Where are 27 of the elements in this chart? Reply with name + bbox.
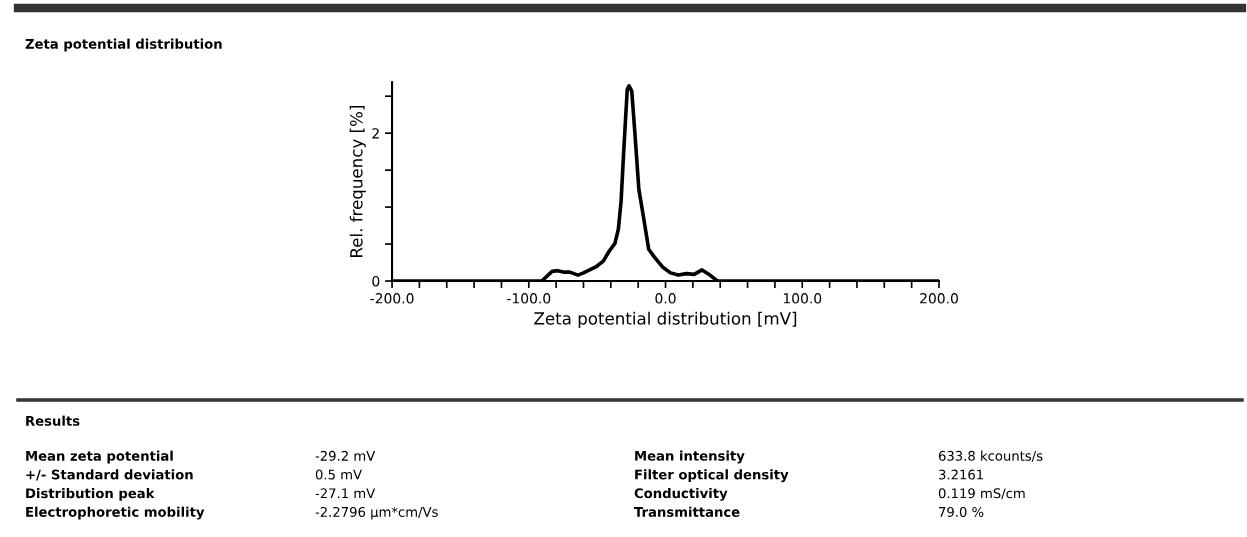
text: Mean zeta potential xyxy=(26,450,173,464)
text: -2.2796 µm*cm/Vs xyxy=(315,506,438,520)
text: 3.2161 xyxy=(939,469,983,480)
text: Filter optical density xyxy=(635,469,789,483)
text: Mean intensity xyxy=(635,450,745,464)
text: +/- Standard deviation xyxy=(26,469,193,481)
text: Results xyxy=(26,415,80,426)
text: Electrophoretic mobility xyxy=(26,506,205,520)
x-axis-title: Zeta potential distribution [mV] xyxy=(534,311,797,328)
x-tick-label: -200.0 xyxy=(370,293,414,304)
text: 79.0 % xyxy=(939,506,984,517)
text: 0.119 mS/cm xyxy=(938,488,1025,500)
x-tick-label: -100.0 xyxy=(507,293,551,304)
text: 0.5 mV xyxy=(315,469,362,480)
text: 633.8 kcounts/s xyxy=(938,450,1043,462)
text: Transmittance xyxy=(634,506,740,517)
y-tick-label: 2 xyxy=(372,128,379,139)
text: -27.1 mV xyxy=(315,488,376,499)
text: Distribution peak xyxy=(26,488,155,501)
x-tick-label: 100.0 xyxy=(783,293,822,304)
x-tick-label: 0.0 xyxy=(655,293,676,304)
text: -29.2 mV xyxy=(315,450,376,461)
y-axis-title: Rel. frequency [%] xyxy=(349,106,366,257)
x-tick-label: 200.0 xyxy=(920,293,958,304)
y-tick-label: 0 xyxy=(372,275,380,287)
text: Conductivity xyxy=(634,487,728,501)
text: Zeta potential distribution xyxy=(25,38,222,52)
